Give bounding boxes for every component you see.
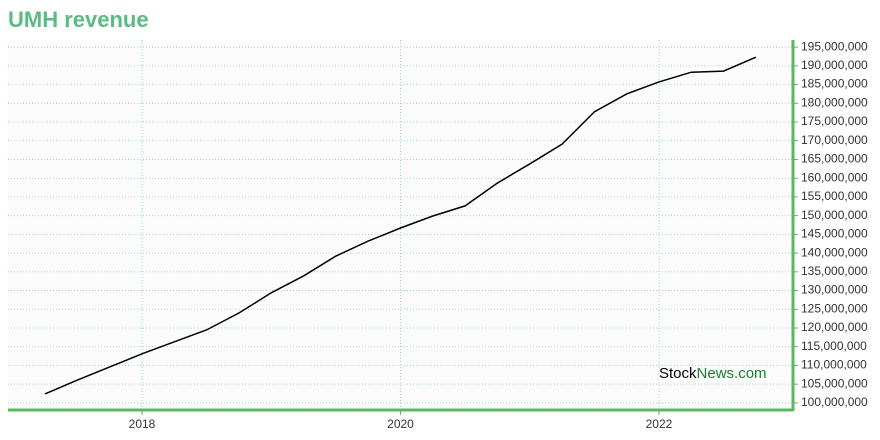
y-tick-label: 120,000,000 <box>801 320 868 334</box>
watermark-second: News.com <box>697 365 767 382</box>
y-tick-label: 125,000,000 <box>801 301 868 315</box>
x-tick-label: 2018 <box>129 417 156 431</box>
y-tick-label: 190,000,000 <box>801 58 868 72</box>
x-tick-label: 2022 <box>646 417 673 431</box>
y-tick-label: 130,000,000 <box>801 283 868 297</box>
y-tick-label: 180,000,000 <box>801 95 868 109</box>
y-tick-label: 145,000,000 <box>801 227 868 241</box>
watermark: StockNews.com <box>659 365 767 382</box>
y-tick-label: 105,000,000 <box>801 376 868 390</box>
plot-background <box>8 40 793 410</box>
y-tick-label: 150,000,000 <box>801 208 868 222</box>
y-tick-label: 115,000,000 <box>801 339 867 353</box>
y-tick-label: 160,000,000 <box>801 170 868 184</box>
x-tick-label: 2020 <box>387 417 414 431</box>
y-tick-label: 165,000,000 <box>801 152 868 166</box>
y-tick-label: 195,000,000 <box>801 39 868 53</box>
series-line <box>44 56 757 395</box>
y-tick-label: 140,000,000 <box>801 245 868 259</box>
y-tick-label: 110,000,000 <box>801 358 867 372</box>
chart-title: UMH revenue <box>8 7 149 32</box>
y-tick-label: 185,000,000 <box>801 77 868 91</box>
watermark-first: Stock <box>659 365 697 382</box>
y-tick-label: 135,000,000 <box>801 264 868 278</box>
y-tick-label: 175,000,000 <box>801 114 868 128</box>
y-tick-label: 100,000,000 <box>801 395 868 409</box>
y-tick-label: 170,000,000 <box>801 133 868 147</box>
y-tick-label: 155,000,000 <box>801 189 868 203</box>
